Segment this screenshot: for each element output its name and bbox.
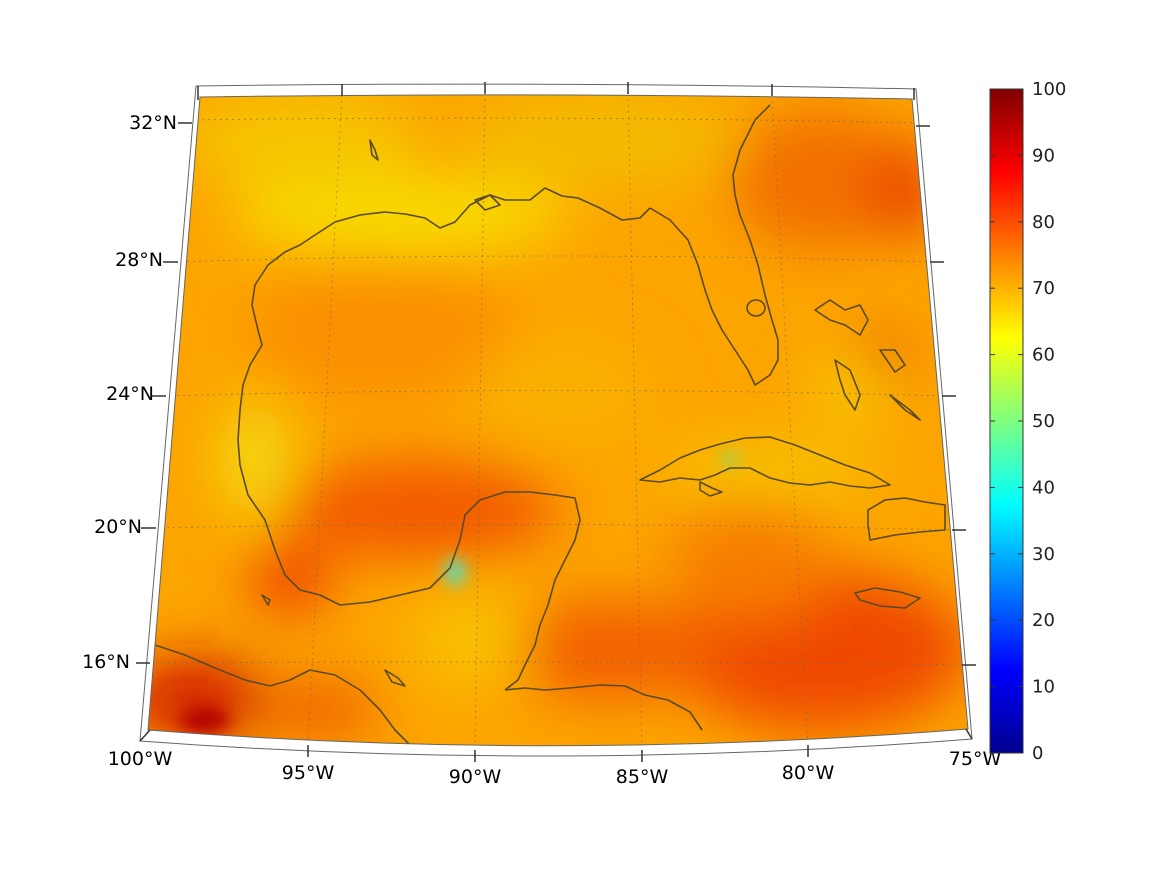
lat-tick-labels: 32°N 28°N 24°N 20°N 16°N — [82, 112, 177, 673]
lat-tick-label: 24°N — [106, 383, 154, 405]
lon-tick-label: 100°W — [108, 748, 173, 770]
grid-lon-90 — [474, 94, 486, 746]
colorbar-tick-label: 90 — [1032, 145, 1055, 166]
graticule — [149, 94, 966, 746]
honduras-coast — [504, 684, 703, 731]
lon-tick-label: 80°W — [782, 762, 835, 784]
bahamas-4 — [889, 394, 921, 421]
grid-lon-80 — [771, 94, 809, 746]
lake-okeechobee — [746, 299, 766, 317]
lon-tick-label: 95°W — [282, 762, 335, 784]
island-b — [474, 194, 501, 211]
colorbar-tick-label: 20 — [1032, 610, 1055, 631]
colorbar-tick-label: 100 — [1032, 79, 1066, 100]
colorbar-ramp — [989, 88, 1024, 754]
florida-coastline — [649, 104, 779, 386]
lat-tick-label: 32°N — [129, 112, 177, 134]
bahamas-3 — [879, 349, 906, 373]
colorbar-tick-label: 80 — [1032, 212, 1055, 233]
island-c — [384, 669, 406, 687]
island-a — [369, 139, 379, 161]
lat-tick-label: 16°N — [82, 651, 130, 673]
colorbar-tick-label: 60 — [1032, 345, 1055, 366]
coastlines — [154, 104, 946, 746]
lat-tick-label: 20°N — [94, 516, 142, 538]
cuba-coastline — [639, 436, 891, 489]
bahamas-1 — [814, 299, 869, 336]
colorbar-tick-label: 50 — [1032, 411, 1055, 432]
lon-tick-label: 75°W — [949, 748, 1002, 770]
central-america-coast — [154, 644, 411, 746]
colorbar-tick-label: 0 — [1032, 743, 1043, 764]
bahamas-2 — [834, 359, 861, 411]
lon-tick-label: 90°W — [449, 766, 502, 788]
grid-lat-28 — [174, 255, 936, 263]
grid-lon-95 — [307, 94, 343, 746]
grid-lon-85 — [627, 94, 643, 746]
lat-tick-label: 28°N — [115, 249, 163, 271]
hispaniola-coastline — [867, 497, 946, 541]
grid-lat-16 — [149, 661, 966, 666]
island-d — [261, 594, 271, 606]
grid-lat-32 — [189, 117, 921, 124]
grid-lat-20 — [154, 524, 956, 531]
lon-tick-label: 85°W — [616, 766, 669, 788]
frame-ticks — [136, 82, 976, 762]
grid-lat-24 — [164, 390, 946, 397]
colorbar-tick-label: 70 — [1032, 278, 1055, 299]
colorbar-tick-label: 30 — [1032, 544, 1055, 565]
isle-of-youth — [699, 481, 723, 497]
lon-tick-labels: 100°W 95°W 90°W 85°W 80°W 75°W — [108, 748, 1002, 788]
colorbar-tick-label: 40 — [1032, 477, 1055, 498]
heatmap-field — [148, 94, 968, 746]
colorbar-tick-label: 10 — [1032, 677, 1055, 698]
jamaica-coastline — [854, 587, 921, 609]
colorbar-ticks — [990, 88, 1023, 754]
